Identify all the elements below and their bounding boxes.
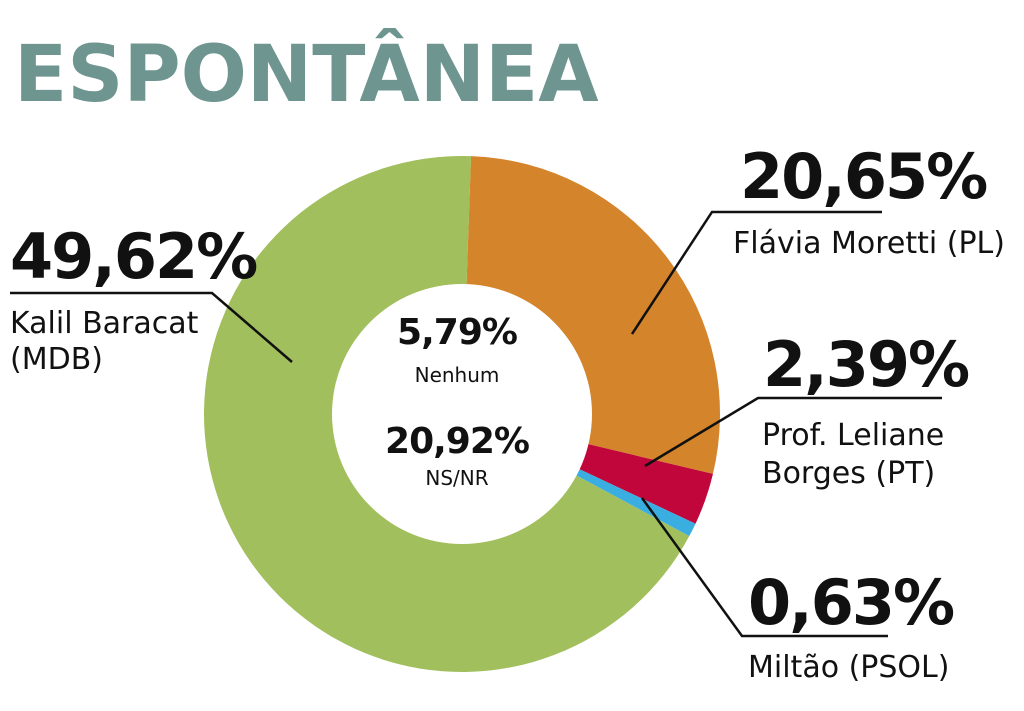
center-nsnr-label: NS/NR [425, 466, 489, 490]
data-label-leliane-name-1: Prof. Leliane [762, 418, 945, 453]
leader-line-leliane [644, 396, 942, 468]
chart-title: ESPONTÂNEA [14, 30, 599, 120]
data-label-miltao-name: Miltão (PSOL) [748, 650, 950, 685]
data-label-kalil-pct: 49,62% [10, 220, 258, 293]
center-nenhum-label: Nenhum [414, 363, 500, 387]
leader-line-kalil [10, 291, 293, 363]
data-label-miltao-pct: 0,63% [748, 566, 955, 639]
data-label-kalil-name-1: Kalil Baracat [10, 306, 199, 341]
leader-line-flavia [630, 210, 882, 335]
donut-hole [332, 284, 592, 544]
center-nsnr-pct: 20,92% [385, 421, 530, 462]
data-label-flavia-name: Flávia Moretti (PL) [733, 226, 1005, 261]
data-label-kalil-name-2: (MDB) [10, 342, 103, 377]
data-label-flavia-pct: 20,65% [740, 140, 988, 213]
leader-line-miltao [640, 497, 888, 638]
data-label-leliane-name-2: Borges (PT) [762, 456, 936, 491]
center-nenhum-pct: 5,79% [397, 312, 518, 353]
data-label-leliane-pct: 2,39% [763, 328, 970, 401]
